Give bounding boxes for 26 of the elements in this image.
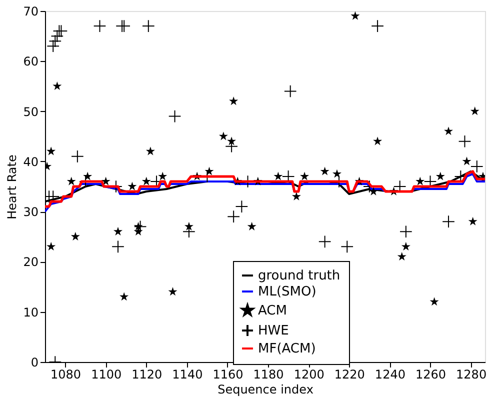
x-tick-label: 1140: [172, 368, 203, 382]
x-tick-label: 1220: [334, 368, 365, 382]
x-tick-label: 1160: [212, 368, 244, 382]
legend-label: ground truth: [258, 268, 340, 284]
y-tick-label: 20: [23, 255, 38, 270]
y-tick-label: 70: [23, 4, 38, 18]
y-tick-label: 50: [23, 104, 38, 119]
x-tick-label: 1080: [50, 368, 82, 382]
legend-label: HWE: [258, 324, 289, 338]
x-axis-title: Sequence index: [218, 382, 314, 396]
legend-label: ACM: [258, 304, 287, 318]
x-tick-label: 1240: [374, 368, 406, 382]
legend-label: ML(SMO): [258, 284, 316, 300]
x-tick-label: 1180: [253, 368, 284, 382]
legend-label: MF(ACM): [258, 342, 316, 356]
y-axis-title: Heart Rate: [5, 154, 20, 220]
x-tick-label: 1200: [294, 368, 324, 382]
y-tick-label: 60: [23, 54, 38, 69]
x-tick-label: 1100: [91, 368, 122, 382]
y-tick-label: 30: [23, 205, 38, 220]
x-tick-label: 1260: [415, 368, 446, 382]
x-tick-label: 1280: [456, 368, 487, 382]
y-tick-label: 40: [23, 154, 38, 169]
x-tick-label: 1120: [132, 368, 162, 382]
y-tick-label: 0: [30, 356, 38, 370]
y-tick-label: 10: [23, 305, 38, 320]
